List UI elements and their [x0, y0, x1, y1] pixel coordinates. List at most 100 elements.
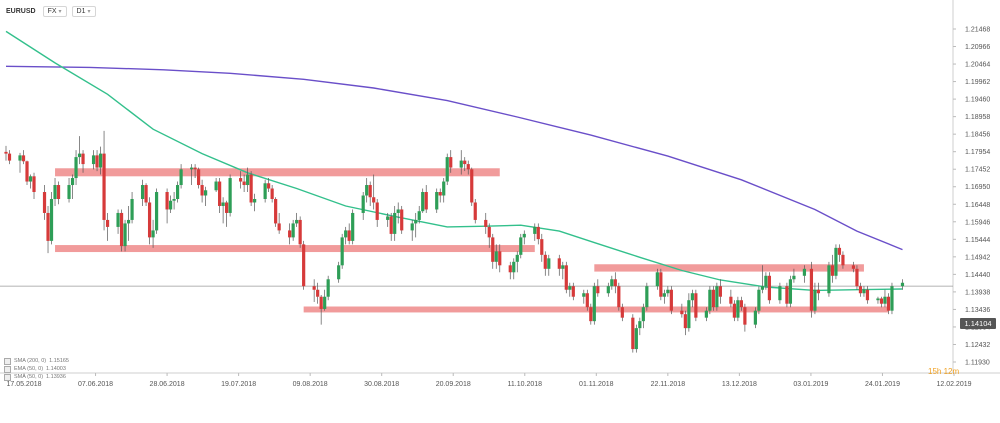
- bearish-candle: [540, 239, 544, 255]
- x-tick-label: 11.10.2018: [508, 381, 543, 388]
- indicator-legend: SMA (200, 0) 1.15165 EMA (50, 0) 1.14003 S…: [4, 357, 69, 381]
- bullish-candle: [760, 286, 764, 290]
- chart-toolbar: EURUSD FX ▾ D1 ▾: [4, 4, 96, 18]
- bullish-candle: [323, 296, 327, 309]
- bullish-candle: [778, 286, 782, 301]
- resistance-zone: [55, 245, 535, 253]
- bullish-candle: [876, 298, 880, 301]
- bullish-candle: [295, 219, 299, 224]
- legend-row[interactable]: EMA (50, 0) 1.14003: [4, 365, 69, 373]
- bullish-candle: [764, 275, 768, 287]
- y-tick-label: 1.17452: [965, 167, 990, 174]
- bullish-candle: [512, 261, 516, 273]
- bearish-candle: [400, 209, 404, 231]
- bearish-candle: [837, 247, 842, 255]
- legend-label: SMA (200, 0): [14, 358, 47, 364]
- bearish-candle: [680, 310, 684, 315]
- bullish-candle: [123, 223, 127, 247]
- bearish-candle: [316, 289, 320, 297]
- y-tick-label: 1.14942: [965, 254, 990, 261]
- bearish-candle: [375, 202, 379, 220]
- bullish-candle: [494, 251, 498, 262]
- bearish-candle: [298, 219, 302, 245]
- bullish-candle: [435, 192, 439, 210]
- bullish-candle: [813, 289, 817, 311]
- bearish-candle: [7, 153, 12, 161]
- bullish-candle: [28, 176, 33, 182]
- chevron-down-icon: ▾: [58, 8, 62, 15]
- bearish-candle: [858, 286, 863, 294]
- bullish-candle: [708, 289, 712, 311]
- bearish-candle: [225, 202, 229, 213]
- bearish-candle: [473, 202, 477, 220]
- legend-value: 1.14003: [46, 366, 66, 372]
- bearish-candle: [683, 314, 687, 329]
- bearish-candle: [242, 181, 246, 186]
- y-tick-label: 1.16448: [965, 202, 990, 209]
- bearish-candle: [463, 160, 467, 165]
- resistance-zone: [594, 264, 864, 272]
- bullish-candle: [386, 216, 390, 220]
- y-tick-label: 1.16950: [965, 184, 990, 191]
- x-tick-label: 22.11.2018: [651, 381, 686, 388]
- bearish-candle: [267, 183, 271, 189]
- market-selector[interactable]: FX ▾: [42, 5, 67, 17]
- bearish-candle: [218, 181, 222, 206]
- bullish-candle: [98, 153, 103, 168]
- bearish-candle: [288, 230, 292, 238]
- bearish-candle: [620, 307, 624, 318]
- bearish-candle: [631, 317, 635, 350]
- resistance-zone: [303, 306, 889, 313]
- symbol-label[interactable]: EURUSD: [4, 6, 38, 16]
- bullish-candle: [361, 195, 365, 213]
- bullish-candle: [228, 178, 232, 213]
- y-tick-label: 1.12432: [965, 342, 990, 349]
- bullish-candle: [687, 300, 691, 329]
- resistance-zone: [55, 168, 500, 177]
- bearish-candle: [711, 289, 715, 308]
- bullish-candle: [736, 300, 740, 318]
- bullish-candle: [834, 247, 838, 276]
- legend-row[interactable]: SMA (200, 0) 1.15165: [4, 357, 69, 365]
- bearish-candle: [368, 185, 372, 198]
- chevron-down-icon: ▾: [87, 8, 91, 15]
- bearish-candle: [347, 230, 351, 241]
- bearish-candle: [589, 307, 593, 322]
- bullish-candle: [442, 181, 446, 196]
- bearish-candle: [193, 167, 197, 170]
- bullish-candle: [326, 279, 330, 297]
- bullish-candle: [214, 181, 218, 191]
- bullish-candle: [74, 157, 78, 179]
- y-tick-label: 1.13938: [965, 289, 990, 296]
- legend-row[interactable]: SMA (50, 0) 1.13936: [4, 373, 69, 381]
- bearish-candle: [557, 258, 561, 269]
- timeframe-selector[interactable]: D1 ▾: [71, 5, 96, 17]
- y-tick-label: 1.18958: [965, 114, 990, 121]
- bearish-candle: [4, 151, 8, 154]
- bearish-candle: [816, 289, 821, 294]
- bullish-candle: [592, 286, 596, 322]
- bullish-candle: [900, 282, 905, 287]
- y-tick-label: 1.14440: [965, 272, 990, 279]
- bullish-candle: [547, 258, 551, 269]
- bearish-candle: [270, 188, 274, 199]
- bullish-candle: [757, 289, 761, 311]
- bearish-candle: [372, 197, 376, 203]
- bearish-candle: [739, 300, 743, 308]
- bullish-candle: [154, 192, 159, 231]
- bearish-candle: [855, 268, 859, 287]
- bullish-candle: [291, 223, 295, 238]
- bearish-candle: [841, 254, 845, 266]
- bullish-candle: [715, 286, 719, 308]
- bullish-candle: [459, 160, 463, 168]
- bullish-candle: [445, 157, 449, 182]
- sma-200-line: [5, 65, 903, 251]
- bullish-candle: [515, 254, 519, 262]
- bearish-candle: [743, 307, 747, 325]
- market-label: FX: [47, 7, 57, 15]
- bullish-candle: [568, 286, 572, 290]
- bullish-candle: [77, 153, 82, 158]
- bearish-candle: [277, 223, 281, 231]
- bearish-candle: [617, 286, 621, 308]
